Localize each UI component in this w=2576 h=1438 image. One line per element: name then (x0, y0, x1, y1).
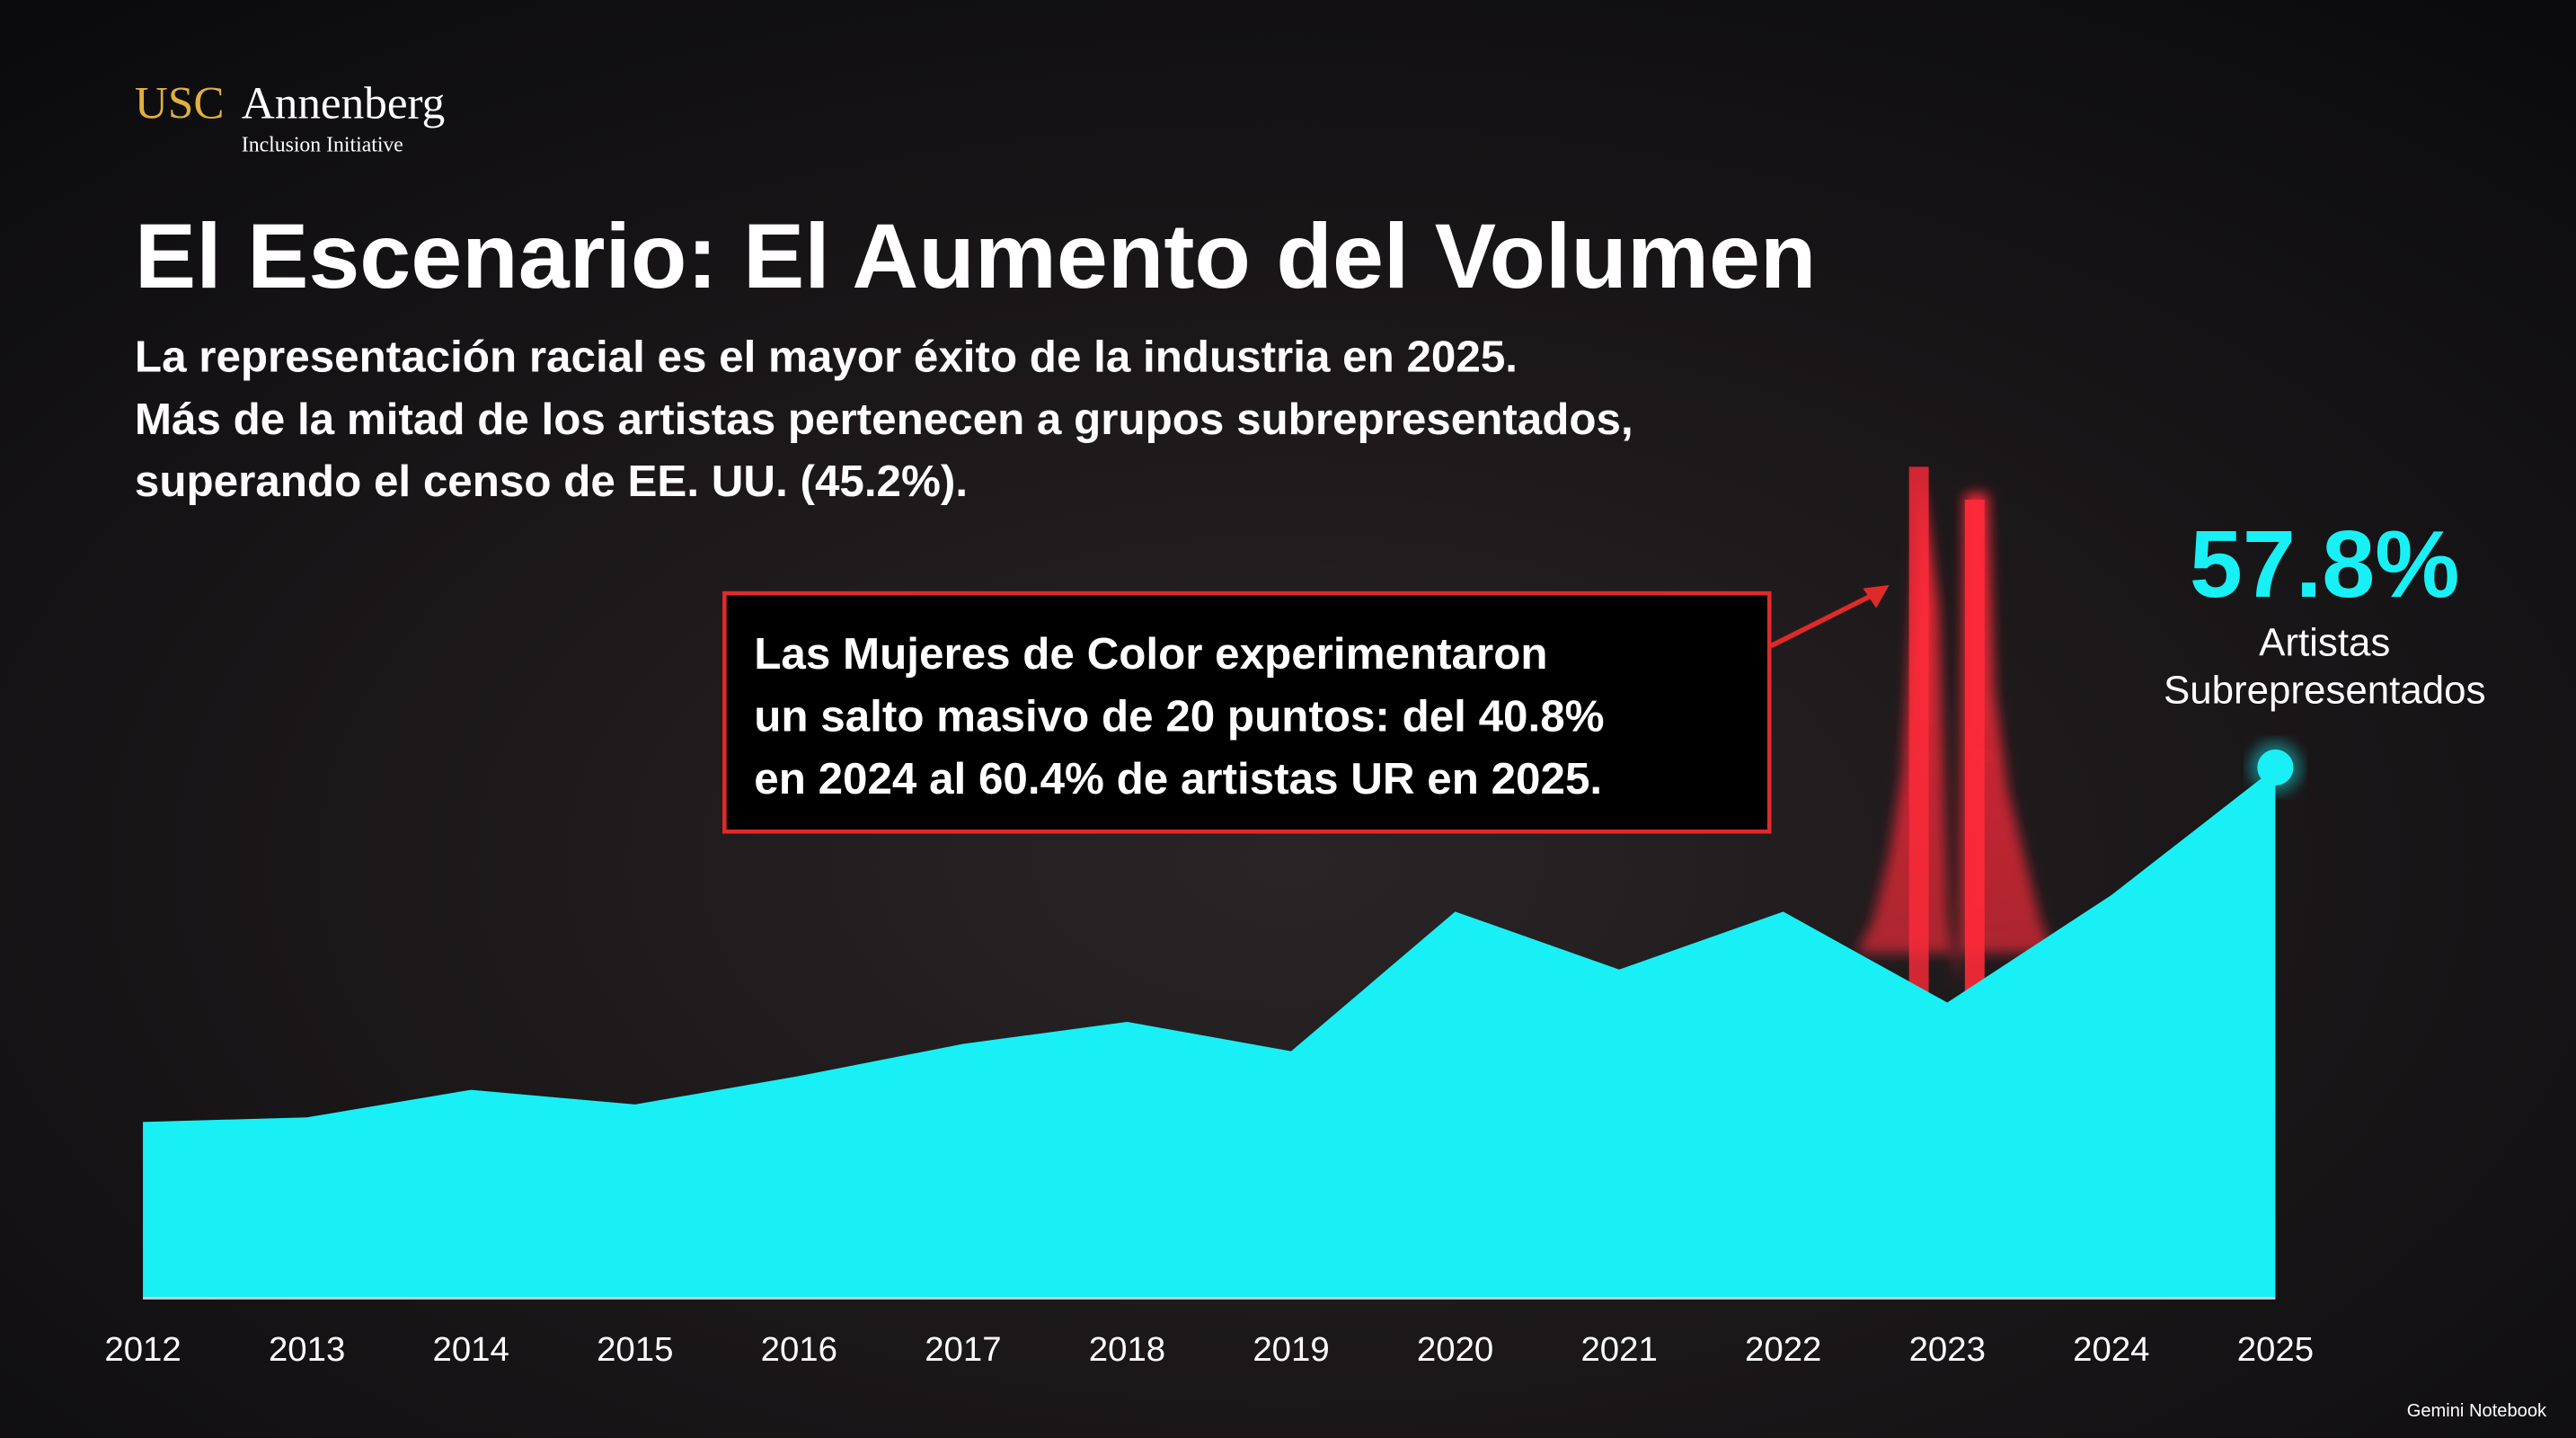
callout-arrow (1769, 592, 1874, 649)
stat-caption: Artistas (2259, 621, 2390, 665)
x-tick-label: 2014 (433, 1330, 509, 1369)
end-dot (2257, 749, 2294, 786)
red-meter-decoration (1856, 466, 2054, 993)
logo-sub: Inclusion Initiative (242, 133, 403, 156)
x-tick-label: 2019 (1253, 1330, 1329, 1369)
footer-brand: Gemini Notebook (2407, 1401, 2547, 1421)
stat-caption: Subrepresentados (2164, 669, 2486, 713)
callout-box (722, 590, 1772, 834)
callout-line: Las Mujeres de Color experimentaron (754, 629, 1547, 679)
subtitle-line: Más de la mitad de los artistas pertenec… (135, 395, 1633, 444)
callout-arrowhead (1863, 584, 1890, 608)
x-tick-label: 2023 (1909, 1330, 1986, 1369)
x-tick-label: 2016 (761, 1330, 837, 1369)
subtitle-line: La representación racial es el mayor éxi… (135, 332, 1518, 381)
x-tick-label: 2020 (1417, 1330, 1493, 1369)
x-tick-label: 2013 (269, 1330, 345, 1369)
x-tick-label: 2018 (1089, 1330, 1165, 1369)
x-tick-label: 2015 (597, 1330, 673, 1369)
x-tick-label: 2022 (1745, 1330, 1821, 1369)
logo-usc: USC (135, 78, 225, 129)
area (143, 767, 2276, 1299)
callout: Las Mujeres de Color experimentaron un sa… (722, 584, 1890, 834)
title: El Escenario: El Aumento del Volumen (135, 204, 1817, 307)
callout-line: un salto masivo de 20 puntos: del 40.8% (754, 692, 1604, 741)
subtitle-line: superando el censo de EE. UU. (45.2%). (135, 457, 968, 506)
x-tick-label: 2017 (925, 1330, 1001, 1369)
callout-line: en 2024 al 60.4% de artistas UR en 2025. (754, 754, 1602, 803)
value-label: 57.8% (2190, 511, 2460, 617)
x-tick-label: 2024 (2073, 1330, 2149, 1369)
x-tick-label: 2012 (104, 1330, 181, 1369)
x-tick-label: 2025 (2237, 1330, 2314, 1369)
subtitle: La representación racial es el mayor éxi… (135, 332, 1633, 506)
logo-annenberg: Annenberg (242, 78, 446, 129)
x-tick-label: 2021 (1580, 1330, 1657, 1369)
